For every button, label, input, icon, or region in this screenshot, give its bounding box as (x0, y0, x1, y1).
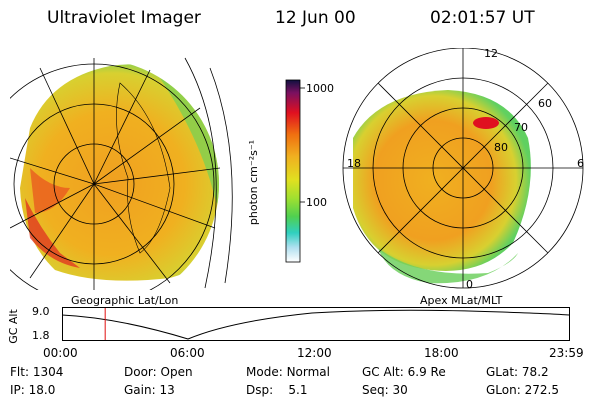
mlat-label-70: 70 (514, 121, 528, 134)
intensity-colorbar (285, 79, 305, 263)
dsp-value: 5.1 (288, 383, 308, 397)
dsp-info: Dsp: 5.1 (246, 383, 308, 397)
gc-alt-value: 6.9 Re (407, 365, 446, 379)
glon-info: GLon: 272.5 (486, 383, 559, 397)
ip-value: 18.0 (28, 383, 56, 397)
colorbar-tick-1000: 1000 (306, 82, 334, 95)
seq-info: Seq: 30 (362, 383, 408, 397)
mode-value: Normal (286, 365, 330, 379)
observation-date: 12 Jun 00 (275, 8, 356, 28)
altitude-tick-min: 1.8 (32, 329, 50, 342)
colorbar-tick-100: 100 (306, 196, 327, 209)
time-tick-0000: 00:00 (43, 346, 78, 360)
gain-info: Gain: 13 (124, 383, 175, 397)
door-info: Door: Open (124, 365, 193, 379)
time-tick-0600: 06:00 (170, 346, 205, 360)
geographic-auroral-image (10, 57, 233, 290)
altitude-plot-ylabel: GC Alt (6, 309, 20, 344)
mode-info: Mode: Normal (246, 365, 330, 379)
colorbar-unit-label: photon cm⁻²s⁻¹ (247, 139, 261, 226)
glon-value: 272.5 (524, 383, 559, 397)
altitude-plot (62, 307, 570, 341)
observation-time: 02:01:57 UT (430, 8, 535, 28)
altitude-tick-max: 9.0 (32, 305, 50, 318)
door-value: Open (160, 365, 193, 379)
mlat-label-80: 80 (494, 141, 508, 154)
altitude-curve (62, 309, 570, 340)
instrument-title: Ultraviolet Imager (47, 8, 201, 28)
mlt-label-18: 18 (347, 157, 361, 170)
flight-value: 1304 (32, 365, 64, 379)
mlat-label-60: 60 (538, 97, 552, 110)
ip-info: IP: 18.0 (10, 383, 56, 397)
mlt-label-0: 0 (466, 278, 473, 291)
gain-value: 13 (159, 383, 175, 397)
time-tick-1200: 12:00 (297, 346, 332, 360)
glat-value: 78.2 (521, 365, 549, 379)
gc-alt-info: GC Alt: 6.9 Re (362, 365, 446, 379)
seq-value: 30 (392, 383, 408, 397)
mlt-label-6: 6 (577, 157, 584, 170)
mlt-label-12: 12 (484, 47, 498, 60)
right-panel-caption: Apex MLat/MLT (420, 294, 503, 307)
time-tick-2359: 23:59 (549, 346, 584, 360)
glat-info: GLat: 78.2 (486, 365, 549, 379)
colorbar-scale (285, 79, 301, 263)
time-tick-1800: 18:00 (424, 346, 459, 360)
left-panel-caption: Geographic Lat/Lon (71, 294, 179, 307)
magnetic-polar-plot (342, 48, 584, 289)
altitude-plot-frame (62, 307, 570, 341)
flight-info: Flt: 1304 (10, 365, 64, 379)
